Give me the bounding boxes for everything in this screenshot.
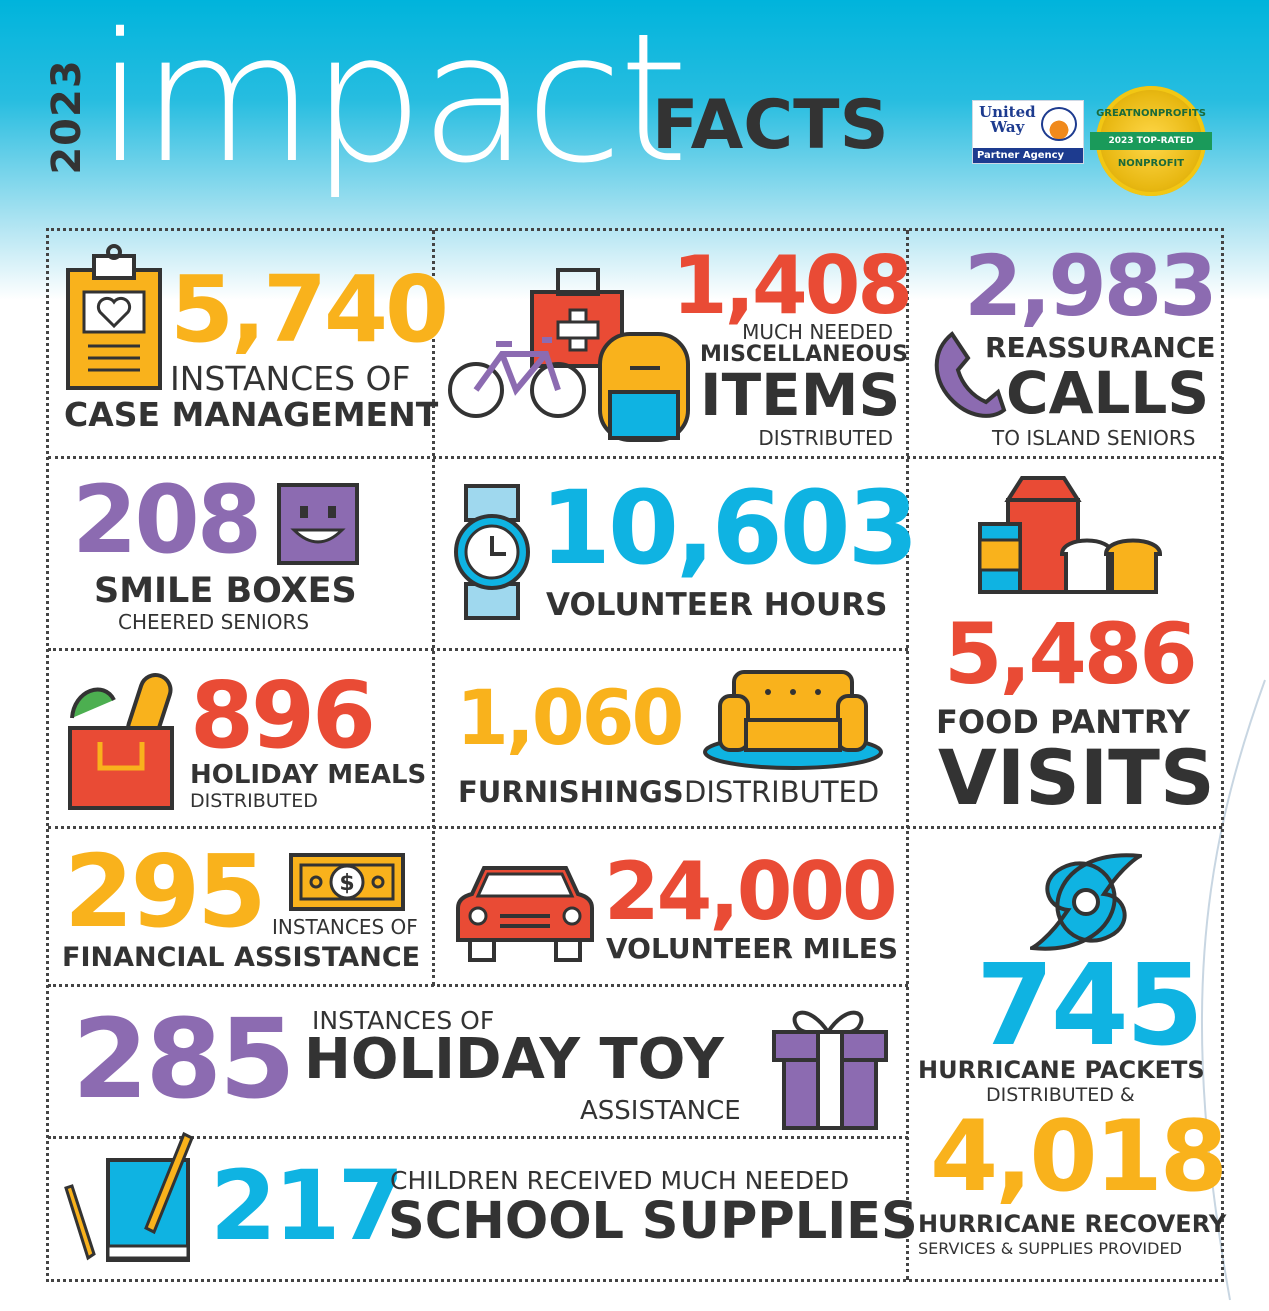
groceries-icon [978,476,1163,594]
united-way-partner-label: Partner Agency [973,148,1083,163]
hurricane-packets-line2: DISTRIBUTED & [986,1084,1135,1106]
couch-icon [703,670,883,770]
misc-items-line4: DISTRIBUTED [758,426,893,450]
school-supplies-line2: SCHOOL SUPPLIES [388,1192,918,1251]
divider-h2 [48,648,908,651]
great-nonprofits-seal: GREATNONPROFITS 2023 TOP-RATED NONPROFIT [1090,86,1212,196]
hurricane-packets-line1: HURRICANE PACKETS [918,1056,1205,1084]
holiday-toy-line3: ASSISTANCE [580,1096,741,1126]
seal-top-text: GREATNONPROFITS [1096,108,1206,119]
hurricane-recovery-line1: HURRICANE RECOVERY [918,1210,1227,1238]
hurricane-recovery-line2: SERVICES & SUPPLIES PROVIDED [918,1239,1182,1258]
case-management-number: 5,740 [170,256,449,363]
smile-boxes-line2: CHEERED SENIORS [118,610,310,634]
seal-bottom-text: NONPROFIT [1117,158,1185,169]
facts-grid [46,228,1224,1282]
misc-items-line1: MUCH NEEDED [742,320,893,344]
bike-firstaid-backpack-icon [448,268,690,442]
reassurance-calls-line3: TO ISLAND SENIORS [992,426,1196,450]
reassurance-calls-line2: CALLS [1006,359,1210,427]
holiday-toy-number: 285 [72,995,296,1123]
volunteer-miles-line1: VOLUNTEER MILES [606,932,899,965]
case-management-line2: CASE MANAGEMENT [64,395,439,434]
furnishings-line1-bold: FURNISHINGS [458,775,684,809]
divider-h1 [48,456,1222,459]
holiday-toy-line2: HOLIDAY TOY [304,1027,724,1092]
food-pantry-line1: FOOD PANTRY [936,703,1190,741]
book-pencil-icon [64,1131,194,1262]
gift-box-icon [772,1010,888,1130]
phone-icon [934,331,1007,418]
furnishings-number: 1,060 [456,673,684,762]
grocery-bag-icon [68,673,174,810]
school-supplies-number: 217 [210,1150,404,1262]
united-way-text-2: Way [990,118,1025,136]
volunteer-miles-number: 24,000 [604,845,898,938]
hurricane-packets-number: 745 [976,941,1204,1071]
misc-items-line2: MISCELLANEOUS [700,342,909,367]
school-supplies-line1: CHILDREN RECEIVED MUCH NEEDED [390,1166,850,1195]
clipboard-icon [66,244,162,390]
united-way-hand-icon [1041,107,1077,141]
hurricane-icon [1030,853,1142,951]
year-text: 2023 [44,59,90,175]
holiday-meals-line2: DISTRIBUTED [190,790,318,812]
title-impact: impact [96,0,689,202]
financial-assistance-line2: FINANCIAL ASSISTANCE [62,942,421,973]
divider-h3 [48,826,1222,829]
case-management-line1: INSTANCES OF [170,359,411,398]
food-pantry-line2: VISITS [938,733,1215,822]
reassurance-calls-number: 2,983 [964,237,1218,335]
divider-v2 [906,230,909,1280]
hurricane-recovery-number: 4,018 [930,1100,1228,1214]
misc-items-line3: ITEMS [700,361,901,429]
holiday-meals-line1: HOLIDAY MEALS [190,760,427,790]
title-facts: FACTS [652,86,889,165]
car-icon [456,866,594,962]
decorative-curve [1200,679,1266,1301]
financial-assistance-line1: INSTANCES OF [272,915,418,939]
seal-band-text: 2023 TOP-RATED [1090,132,1212,150]
svg-text:$: $ [339,871,354,896]
volunteer-hours-line1: VOLUNTEER HOURS [546,587,888,623]
divider-v1 [432,230,435,986]
financial-assistance-number: 295 [64,833,267,950]
holiday-meals-number: 896 [190,662,376,769]
united-way-text-1: United [979,103,1036,121]
smile-boxes-number: 208 [72,466,262,575]
food-pantry-number: 5,486 [944,605,1198,703]
united-way-logo: United Way Partner Agency [972,100,1084,164]
volunteer-hours-number: 10,603 [540,469,919,588]
misc-items-number: 1,408 [672,239,913,332]
dollar-bill-icon: $ [289,853,405,911]
smiley-box-icon [277,483,359,565]
furnishings-line1-thin: DISTRIBUTED [684,775,880,809]
divider-h4 [48,984,908,987]
watch-icon [454,484,530,620]
smile-boxes-line1: SMILE BOXES [94,571,357,611]
divider-h5 [48,1136,908,1139]
reassurance-calls-line1: REASSURANCE [985,331,1216,364]
holiday-toy-line1: INSTANCES OF [312,1006,495,1035]
